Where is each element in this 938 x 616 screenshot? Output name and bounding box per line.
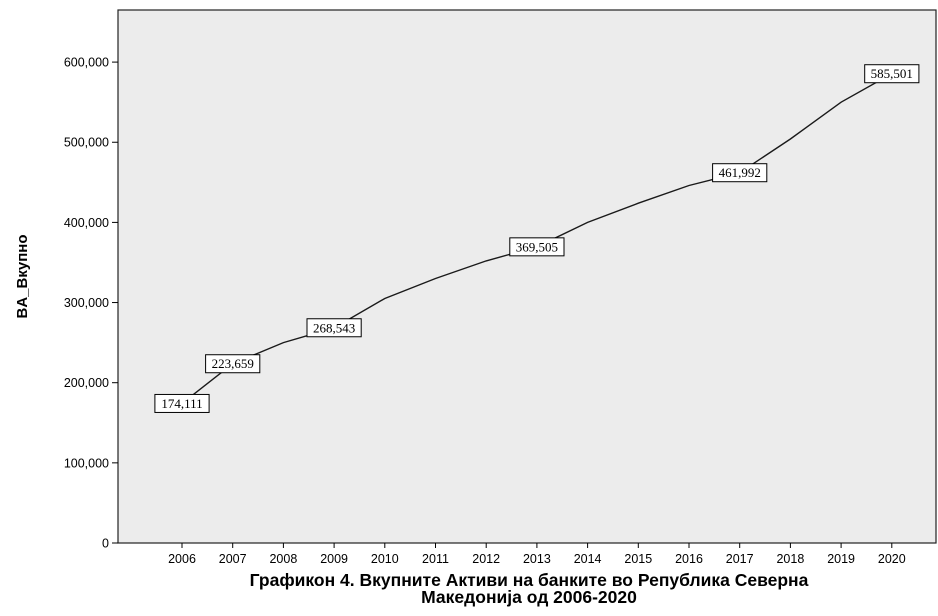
y-axis-label: BA_Вкупно	[14, 235, 31, 319]
x-axis: 2006 2007 2008 2009 2010 2011 2012 2013 2014 2015…	[168, 543, 906, 566]
x-tick-label: 2010	[371, 552, 399, 566]
y-tick-label: 100,000	[64, 456, 109, 470]
y-axis: 0 100,000 200,000 300,000 400,000 500,000 600,…	[64, 56, 118, 551]
x-tick-label: 2016	[675, 552, 703, 566]
data-label-text: 585,501	[871, 66, 913, 81]
x-tick-label: 2008	[269, 552, 297, 566]
y-tick-label: 300,000	[64, 296, 109, 310]
chart-caption: Графикон 4. Вкупните Активи на банките в…	[120, 572, 938, 606]
x-tick-label: 2015	[624, 552, 652, 566]
data-label: 585,501	[865, 65, 919, 83]
y-tick-label: 600,000	[64, 56, 109, 70]
data-label-text: 268,543	[313, 320, 355, 335]
plot-area	[118, 10, 936, 543]
x-tick-label: 2009	[320, 552, 348, 566]
data-label: 223,659	[206, 355, 260, 373]
x-tick-label: 2007	[219, 552, 247, 566]
x-tick-label: 2017	[726, 552, 754, 566]
data-label-text: 174,111	[161, 396, 202, 411]
data-label: 268,543	[307, 319, 361, 337]
caption-line-2: Македонија од 2006-2020	[120, 589, 938, 606]
data-label: 461,992	[713, 164, 767, 182]
x-tick-label: 2012	[472, 552, 500, 566]
data-label-text: 461,992	[719, 165, 761, 180]
x-tick-label: 2018	[776, 552, 804, 566]
x-tick-label: 2013	[523, 552, 551, 566]
x-tick-label: 2006	[168, 552, 196, 566]
data-label-text: 369,505	[516, 239, 558, 254]
data-label: 369,505	[510, 238, 564, 256]
x-tick-label: 2020	[878, 552, 906, 566]
y-tick-label: 500,000	[64, 136, 109, 150]
x-tick-label: 2014	[574, 552, 602, 566]
y-tick-label: 0	[102, 537, 109, 551]
y-tick-label: 200,000	[64, 376, 109, 390]
data-label: 174,111	[155, 394, 209, 412]
x-tick-label: 2019	[827, 552, 855, 566]
data-label-text: 223,659	[212, 356, 254, 371]
x-tick-label: 2011	[422, 552, 449, 566]
y-tick-label: 400,000	[64, 216, 109, 230]
